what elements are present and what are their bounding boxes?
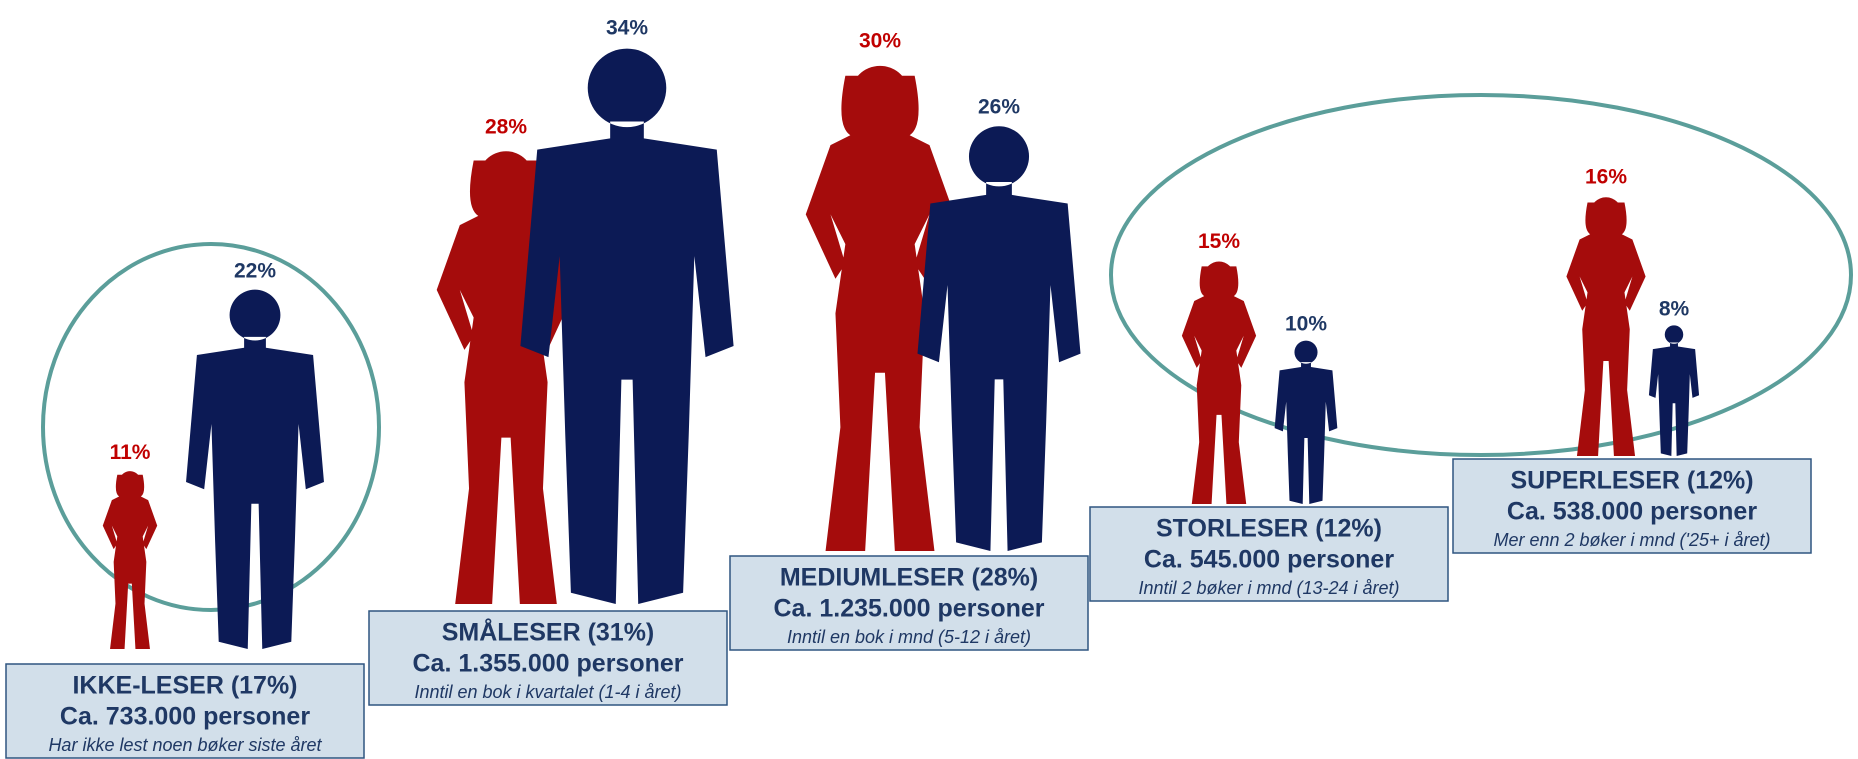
percent-label: 16% bbox=[1585, 166, 1627, 189]
group-title: STORLESER (12%) bbox=[1156, 515, 1382, 543]
reader-box bbox=[368, 610, 728, 706]
reader-box bbox=[1089, 506, 1449, 602]
group-note: Har ikke lest noen bøker siste året bbox=[48, 735, 322, 755]
percent-label: 11% bbox=[110, 441, 151, 464]
group-title: IKKE-LESER (17%) bbox=[72, 672, 297, 700]
group-title: SMÅLESER (31%) bbox=[442, 618, 655, 647]
highlight-circle bbox=[41, 242, 381, 612]
percent-label: 8% bbox=[1659, 298, 1690, 321]
group-people: Ca. 545.000 personer bbox=[1144, 546, 1394, 574]
percent-label: 30% bbox=[859, 30, 901, 53]
reader-box bbox=[5, 663, 365, 759]
group-note: Inntil 2 bøker i mnd (13-24 i året) bbox=[1138, 578, 1399, 598]
group-title: SUPERLESER (12%) bbox=[1510, 467, 1753, 495]
percent-label: 26% bbox=[978, 96, 1020, 119]
percent-label: 34% bbox=[606, 17, 648, 40]
percent-label: 22% bbox=[234, 260, 276, 283]
highlight-ellipse bbox=[1109, 93, 1853, 457]
man-figure bbox=[1648, 325, 1700, 456]
group-note: Mer enn 2 bøker i mnd ('25+ i året) bbox=[1493, 530, 1770, 550]
group-note: Inntil en bok i kvartalet (1-4 i året) bbox=[414, 682, 681, 702]
percent-label: 10% bbox=[1285, 313, 1327, 336]
percent-label: 15% bbox=[1198, 230, 1240, 253]
percent-label: 28% bbox=[485, 116, 527, 139]
man-figure bbox=[186, 289, 324, 649]
group-people: Ca. 1.235.000 personer bbox=[774, 595, 1045, 623]
group-people: Ca. 538.000 personer bbox=[1507, 498, 1757, 526]
reader-box bbox=[729, 555, 1089, 651]
man-figure bbox=[917, 126, 1081, 551]
woman-figure bbox=[1181, 261, 1257, 504]
woman-figure bbox=[1566, 197, 1646, 457]
group-people: Ca. 733.000 personer bbox=[60, 703, 310, 731]
man-figure bbox=[1274, 340, 1338, 504]
reader-box bbox=[1452, 458, 1812, 554]
group-title: MEDIUMLESER (28%) bbox=[780, 564, 1038, 592]
group-note: Inntil en bok i mnd (5-12 i året) bbox=[787, 627, 1031, 647]
woman-figure bbox=[805, 65, 955, 551]
man-figure bbox=[520, 48, 734, 604]
woman-figure bbox=[102, 471, 158, 649]
group-people: Ca. 1.355.000 personer bbox=[413, 650, 684, 678]
